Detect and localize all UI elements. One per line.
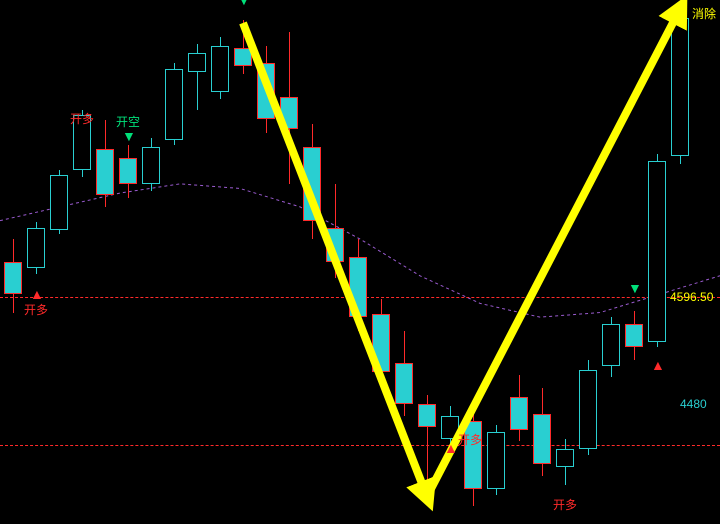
candle-body (142, 147, 160, 184)
candle-body (27, 228, 45, 268)
signal-label: 开空 (116, 113, 140, 130)
candle-body (533, 414, 551, 465)
signal-label: 开多 (458, 431, 482, 448)
candle-body (96, 149, 114, 195)
signal-down-icon: ▼ (122, 129, 136, 143)
signal-up-icon: ▲ (651, 358, 665, 372)
candle-body (671, 18, 689, 156)
signal-label: 开多 (553, 496, 577, 513)
candlestick-chart: ▲开多开多▼开空▼开空▲开多开多▼▲4596.504480消除 (0, 0, 720, 524)
candle-body (487, 432, 505, 489)
candle-body (234, 48, 252, 66)
candle-body (648, 161, 666, 342)
candle-body (188, 53, 206, 71)
candle-body (50, 175, 68, 230)
candle-body (510, 397, 528, 430)
signal-up-icon: ▲ (30, 287, 44, 301)
candle-body (211, 46, 229, 92)
signal-down-icon: ▼ (628, 281, 642, 295)
candle-body (257, 63, 275, 120)
candle-body (349, 257, 367, 317)
candle-body (4, 262, 22, 294)
price-axis-label: 4480 (680, 397, 707, 411)
candle-body (326, 228, 344, 262)
candle-body (395, 363, 413, 404)
candle-body (602, 324, 620, 366)
price-line (0, 445, 720, 446)
signal-label: 开多 (70, 110, 94, 127)
candle-body (441, 416, 459, 440)
candle-body (556, 449, 574, 467)
candle-body (625, 324, 643, 348)
signal-down-icon: ▼ (237, 0, 251, 7)
price-axis-label: 4596.50 (670, 290, 713, 304)
signal-up-icon: ▲ (444, 441, 458, 455)
clear-label[interactable]: 消除 (692, 5, 716, 22)
candle-body (303, 147, 321, 221)
candle-body (372, 314, 390, 372)
candle-body (579, 370, 597, 449)
candle-body (280, 97, 298, 129)
candle-body (119, 158, 137, 184)
candle-body (418, 404, 436, 427)
signal-label: 开多 (24, 301, 48, 318)
candle-body (165, 69, 183, 140)
